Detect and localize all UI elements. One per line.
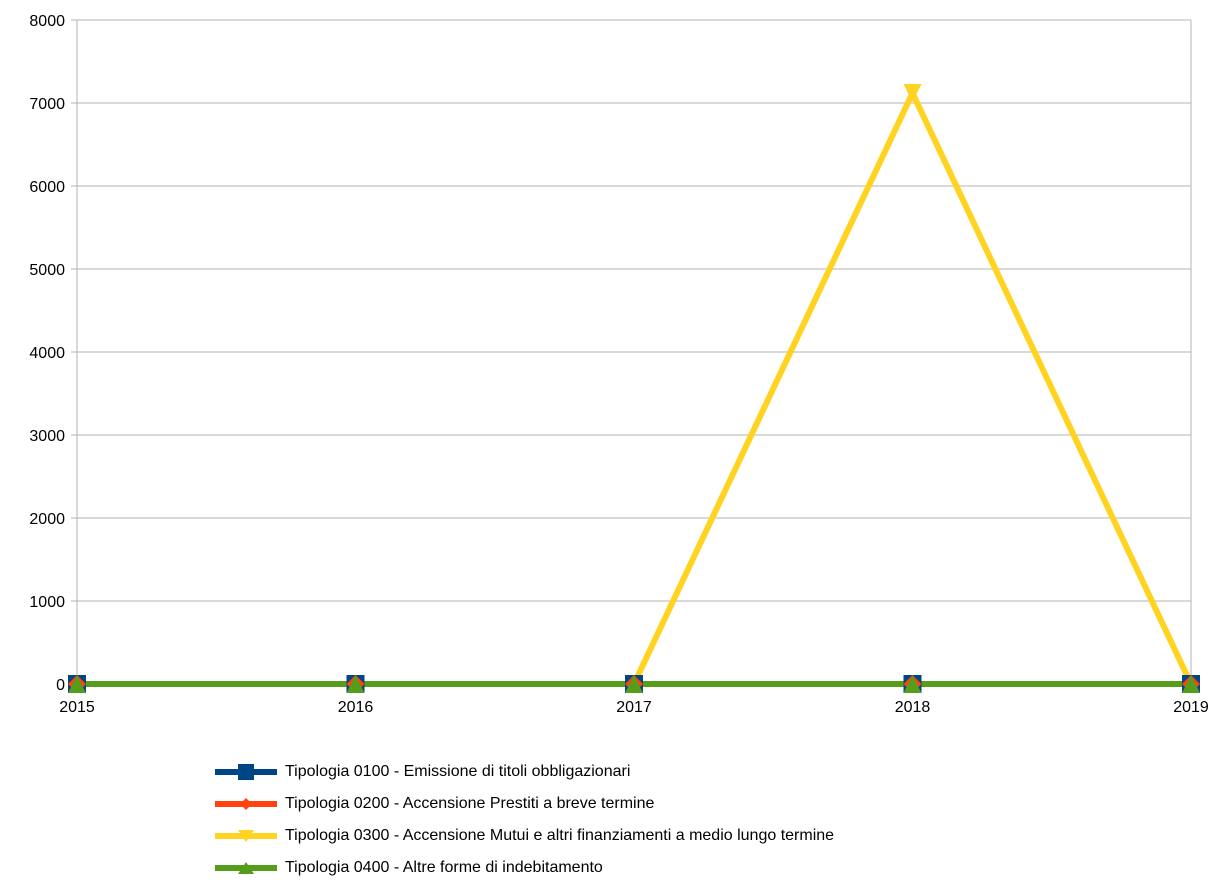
legend-label: Tipologia 0400 - Altre forme di indebita… [285, 859, 603, 876]
series-3-point [903, 84, 922, 103]
y-tick-label: 7000 [29, 96, 65, 113]
legend: Tipologia 0100 - Emissione di titoli obb… [215, 756, 834, 884]
y-tick-label: 1000 [29, 594, 65, 611]
series-line-3 [77, 86, 1194, 687]
legend-label: Tipologia 0300 - Accensione Mutui e altr… [285, 827, 835, 844]
series-lines [77, 86, 1194, 687]
series-markers [68, 84, 1200, 693]
y-tick-label: 3000 [29, 428, 65, 445]
x-tick-label: 2015 [59, 699, 95, 716]
legend-item: Tipologia 0100 - Emissione di titoli obb… [215, 756, 834, 788]
y-tick-label: 0 [56, 677, 65, 694]
x-tick-label: 2016 [338, 699, 374, 716]
y-axis-tick-labels: 0 1000 2000 3000 4000 5000 6000 7000 8000 [29, 13, 65, 694]
legend-swatch [215, 798, 277, 810]
y-tick-label: 6000 [29, 179, 65, 196]
series-4-point [1182, 675, 1200, 693]
legend-item: Tipologia 0200 - Accensione Prestiti a b… [215, 788, 834, 820]
series-4-point [625, 675, 643, 693]
x-axis-tick-labels: 2015 2016 2017 2018 2019 [59, 699, 1209, 716]
legend-swatch [215, 830, 277, 842]
y-tick-label: 4000 [29, 345, 65, 362]
legend-swatch [215, 764, 277, 780]
series-4-point [903, 675, 922, 693]
y-tick-label: 2000 [29, 511, 65, 528]
y-tick-label: 8000 [29, 13, 65, 30]
x-tick-label: 2018 [895, 699, 931, 716]
gridlines [71, 19, 1192, 690]
legend-item: Tipologia 0400 - Altre forme di indebita… [215, 852, 834, 884]
legend-swatch [215, 862, 277, 874]
y-tick-label: 5000 [29, 262, 65, 279]
legend-label: Tipologia 0100 - Emissione di titoli obb… [285, 763, 631, 780]
x-tick-label: 2017 [616, 699, 652, 716]
x-tick-label: 2019 [1173, 699, 1209, 716]
legend-item: Tipologia 0300 - Accensione Mutui e altr… [215, 820, 834, 852]
series-4-point [346, 675, 365, 693]
series-4-point [68, 675, 86, 693]
legend-label: Tipologia 0200 - Accensione Prestiti a b… [285, 795, 655, 812]
